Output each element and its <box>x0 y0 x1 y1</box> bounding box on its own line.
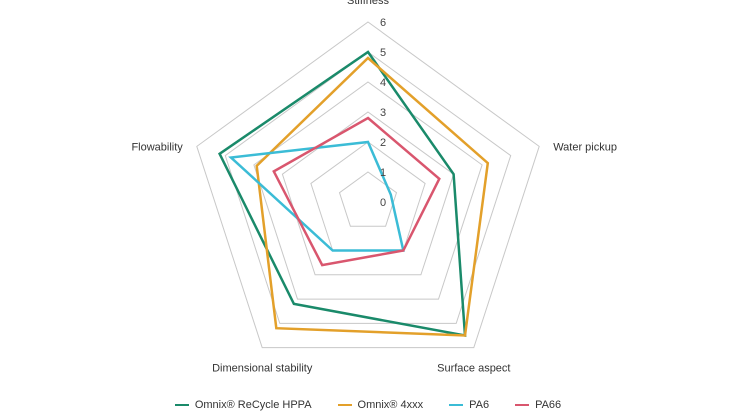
legend-swatch <box>174 404 189 406</box>
radar-series <box>217 50 490 338</box>
grid-ring-6 <box>196 21 540 349</box>
legend-swatch <box>515 404 530 406</box>
series-line-4 <box>272 116 441 267</box>
legend-swatch <box>449 404 464 406</box>
tick-label: 2 <box>380 137 386 149</box>
legend-item-4: PA66 <box>515 399 561 411</box>
tick-label: 0 <box>380 197 386 209</box>
tick-label: 4 <box>380 77 386 89</box>
series-line-3 <box>228 140 405 252</box>
tick-label: 5 <box>380 47 386 59</box>
chart-legend: Omnix® ReCycle HPPA Omnix® 4xxx PA6 PA66 <box>0 397 736 413</box>
axis-label: Flowability <box>131 141 183 153</box>
series-line-2 <box>255 56 490 337</box>
tick-label: 1 <box>380 167 386 179</box>
tick-label: 6 <box>380 17 386 29</box>
legend-item-2: Omnix® 4xxx <box>337 399 424 411</box>
grid-ring-2 <box>310 141 426 251</box>
legend-label: PA66 <box>535 399 562 411</box>
grid-ring-5 <box>224 51 512 324</box>
axis-label: Surface aspect <box>437 363 510 375</box>
radial-tick-labels: 0 1 2 3 4 5 6 <box>380 17 386 209</box>
grid-ring-3 <box>281 111 455 276</box>
radar-grid <box>196 21 540 349</box>
legend-label: Omnix® 4xxx <box>357 399 424 411</box>
series-line-1 <box>217 50 467 338</box>
axis-labels: Stiffness Water pickup Surface aspect Dimen… <box>131 0 617 375</box>
axis-label: Dimensional stability <box>212 363 313 375</box>
grid-ring-1 <box>338 171 398 227</box>
legend-item-3: PA6 <box>449 399 489 411</box>
axis-label: Stiffness <box>347 0 389 7</box>
legend-swatch <box>337 404 352 406</box>
legend-label: PA6 <box>469 399 490 411</box>
axis-label: Water pickup <box>553 141 617 153</box>
tick-label: 3 <box>380 107 386 119</box>
legend-item-1: Omnix® ReCycle HPPA <box>174 399 312 411</box>
legend-label: Omnix® ReCycle HPPA <box>194 399 312 411</box>
